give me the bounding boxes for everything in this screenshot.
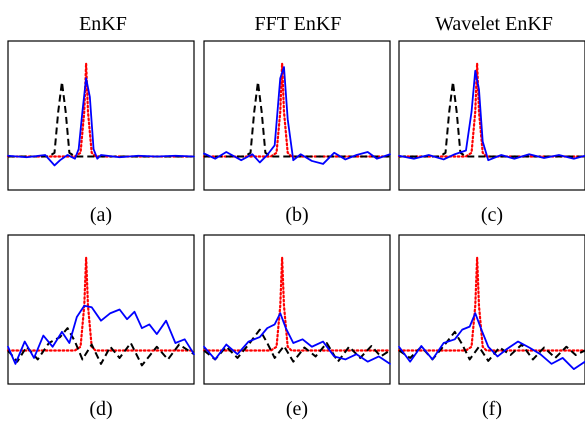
panel-f-frame [398,234,585,385]
panel-b-frame [203,40,391,191]
panel-f-analysis-line [398,312,585,370]
panel-c-frame [398,40,585,191]
panel-e-frame [203,234,391,385]
panel-d-truth-line [6,256,196,352]
panel-a [6,40,196,191]
panel-a-frame [7,40,195,191]
panel-f-truth-line [397,256,585,352]
panel-b-truth-line [202,62,392,158]
panel-d-analysis-line [7,304,195,365]
panel-label-d: (d) [89,398,112,420]
panel-a-analysis-line [7,77,195,167]
panel-e-forecast-line [203,328,391,363]
panel-c [397,40,585,191]
panel-d-forecast-line [7,327,195,367]
panel-label-f: (f) [482,398,502,420]
panel-b-analysis-line [203,66,391,165]
panel-b [202,40,392,191]
panel-e-truth-line [202,256,392,352]
panel-c-analysis-line [398,69,585,162]
panel-e-analysis-line [203,312,391,365]
panel-f [397,234,585,385]
panel-label-c: (c) [481,204,503,226]
column-title-fft-enkf: FFT EnKF [255,13,342,35]
panel-d [6,234,196,385]
panel-label-b: (b) [285,204,308,226]
panel-d-frame [7,234,195,385]
column-title-enkf: EnKF [79,13,127,35]
panel-label-e: (e) [286,398,308,420]
panel-label-a: (a) [90,204,112,226]
panel-e [202,234,392,385]
column-title-wavelet-enkf: Wavelet EnKF [435,13,553,35]
panel-c-truth-line [397,62,585,158]
